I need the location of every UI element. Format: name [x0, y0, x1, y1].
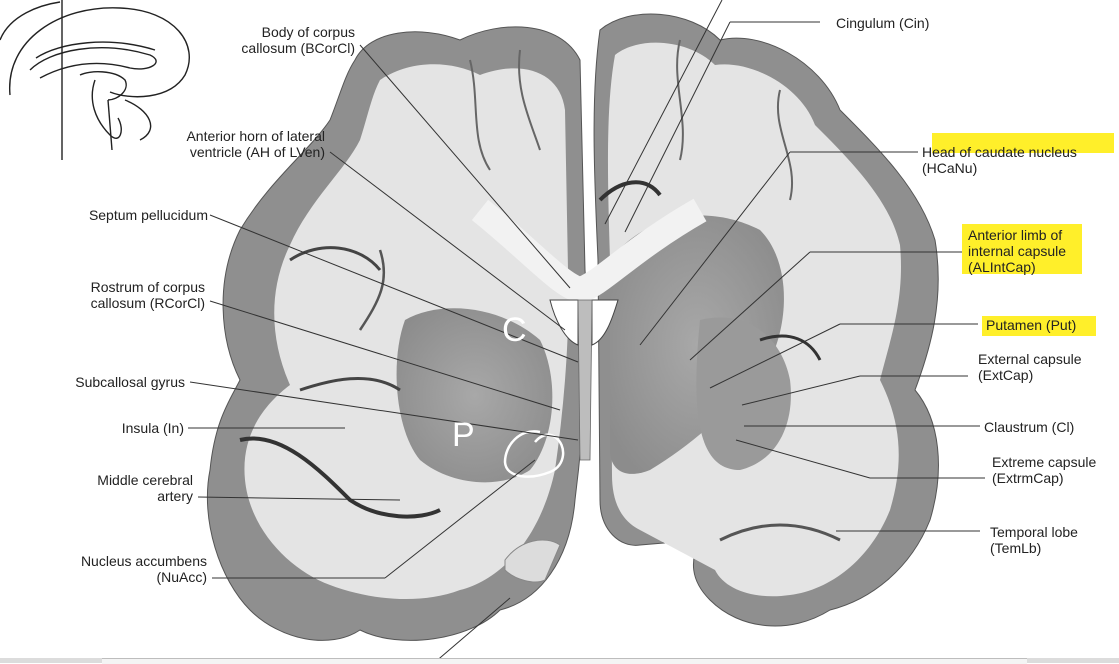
handwritten-letter-p: P [452, 416, 475, 454]
label-nucleus-accumbens: Nucleus accumbens (NuAcc) [80, 553, 207, 585]
label-anterior-horn: Anterior horn of lateral ventricle (AH o… [186, 128, 325, 160]
label-anterior-limb: Anterior limb of internal capsule (ALInt… [968, 227, 1067, 275]
handwritten-circle-annotation [503, 430, 565, 478]
label-septum-pellucidum: Septum pellucidum [88, 207, 208, 223]
label-body-corpus-callosum: Body of corpus callosum (BCorCl) [241, 24, 355, 56]
label-claustrum: Claustrum (Cl) [984, 419, 1075, 435]
leader-lines [188, 0, 985, 663]
handwritten-letter-c: C [502, 311, 527, 349]
label-extreme-capsule: Extreme capsule (ExtrmCap) [992, 454, 1097, 486]
highlight-anterior-limb [962, 224, 1082, 274]
label-cingulum: Cingulum (Cin) [836, 15, 930, 31]
label-putamen: Putamen (Put) [986, 317, 1077, 333]
label-head-caudate: Head of caudate nucleus (HCaNu) [922, 144, 1077, 176]
label-rostrum-corpus-callosum: Rostrum of corpus callosum (RCorCl) [90, 279, 205, 311]
left-hemisphere [206, 26, 588, 641]
label-subcallosal-gyrus: Subcallosal gyrus [75, 374, 185, 390]
highlight-head-of-caudate [932, 133, 1114, 153]
label-middle-cerebral-artery: Middle cerebral artery [97, 472, 193, 504]
right-hemisphere [593, 13, 939, 627]
corpus-callosum [471, 198, 707, 461]
optic-chiasm [504, 539, 561, 583]
label-temporal-lobe: Temporal lobe (TemLb) [990, 524, 1078, 556]
highlight-putamen [982, 316, 1096, 336]
sagittal-inset-sketch [0, 0, 190, 160]
bottom-panel-edge [102, 658, 1027, 664]
label-external-capsule: External capsule (ExtCap) [978, 351, 1082, 383]
label-insula: Insula (In) [121, 420, 184, 436]
